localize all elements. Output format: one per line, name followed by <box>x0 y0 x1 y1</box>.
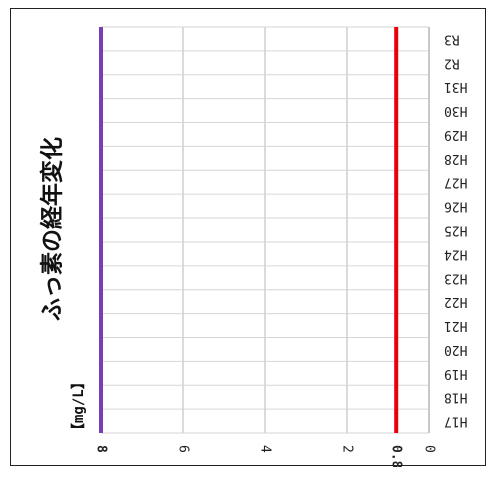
category-labels: H17 H18 H19 H20 H21 H22 H23 H24 H25 H26 H27 H28 H29 H… <box>444 31 468 428</box>
category-label: H29 <box>444 127 467 142</box>
category-label: H19 <box>444 366 467 381</box>
category-label: H25 <box>444 223 467 238</box>
series-layer <box>99 27 399 433</box>
y-tick-label: 6 <box>176 445 191 453</box>
category-label: H30 <box>444 103 467 118</box>
grid-layer <box>100 26 430 434</box>
category-label: H26 <box>444 199 467 214</box>
category-label: H28 <box>444 151 467 166</box>
y-tick-labels: 0 0.8 2 4 6 8 <box>94 445 437 467</box>
category-label: H27 <box>444 175 467 190</box>
category-label: H18 <box>444 390 467 405</box>
category-label: H31 <box>444 79 467 94</box>
category-label: H20 <box>444 342 467 357</box>
category-label: R2 <box>444 55 460 70</box>
y-tick-label: 4 <box>258 445 273 453</box>
category-label: H22 <box>444 294 467 309</box>
category-label: R3 <box>444 31 460 46</box>
category-label: H23 <box>444 270 467 285</box>
category-label: H17 <box>444 414 467 429</box>
y-tick-label: 0 <box>422 445 437 453</box>
y-tick-label: 2 <box>340 445 355 453</box>
chart-frame: 0 0.8 2 4 6 8 H17 H18 H19 H20 H21 H22 H23 H24 H25 H26 H… <box>10 8 486 467</box>
category-label: H21 <box>444 318 467 333</box>
y-axis-unit-label: 【mg/L】 <box>71 375 87 437</box>
y-tick-label: 8 <box>94 445 109 453</box>
chart-title: ふっ素の経年変化 <box>39 137 66 321</box>
category-label: H24 <box>444 246 468 261</box>
y-tick-label: 0.8 <box>389 445 404 467</box>
